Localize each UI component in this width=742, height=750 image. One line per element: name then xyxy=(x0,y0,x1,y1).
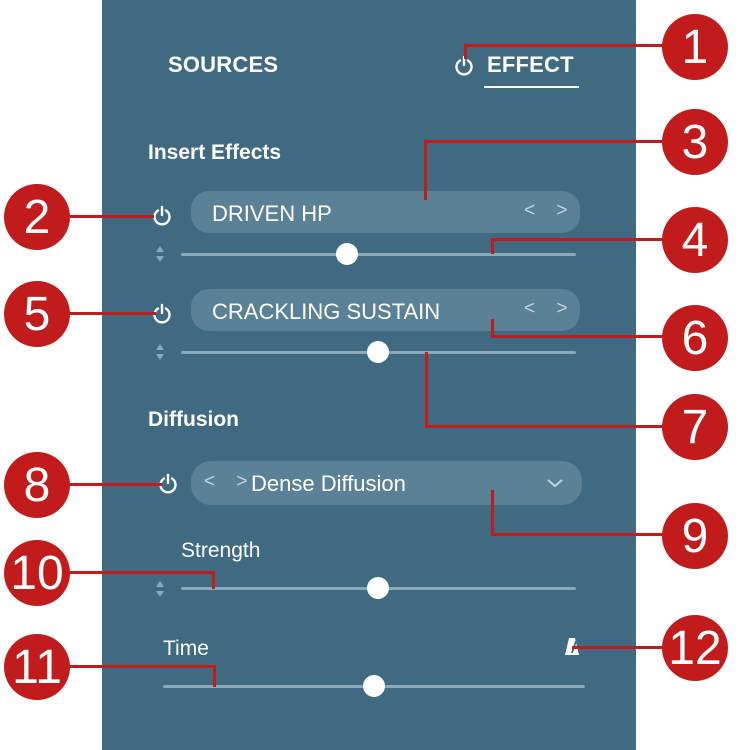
callout-1-line xyxy=(464,44,467,59)
effect-2-selector[interactable]: CRACKLING SUSTAIN < > xyxy=(191,289,580,331)
effect-2-slider-thumb[interactable] xyxy=(367,341,389,363)
callout-4-line xyxy=(491,238,494,254)
callout-4-line xyxy=(491,238,668,241)
callout-badge-7: 7 xyxy=(662,394,728,460)
callout-2-line xyxy=(68,215,154,218)
active-tab-indicator xyxy=(484,86,579,88)
effect-1-slider-track[interactable] xyxy=(181,253,576,256)
callout-6-line xyxy=(491,319,494,337)
callout-5-line xyxy=(68,312,156,315)
callout-9-line xyxy=(491,533,668,536)
up-down-icon[interactable] xyxy=(155,245,165,263)
callout-badge-12: 12 xyxy=(662,615,728,681)
callout-badge-10: 10 xyxy=(4,540,70,606)
callout-badge-11: 11 xyxy=(4,634,70,700)
callout-badge-2: 2 xyxy=(4,184,70,250)
up-down-icon[interactable] xyxy=(155,343,165,361)
callout-badge-4: 4 xyxy=(662,207,728,273)
callout-12-line xyxy=(572,646,668,649)
callout-badge-5: 5 xyxy=(4,281,70,347)
strength-slider-thumb[interactable] xyxy=(367,577,389,599)
callout-3-line xyxy=(424,140,427,200)
effect-1-slider-thumb[interactable] xyxy=(336,243,358,265)
up-down-icon[interactable] xyxy=(155,580,165,598)
callout-10-line xyxy=(68,571,215,574)
callout-8-line xyxy=(68,483,162,486)
callout-3-line xyxy=(424,140,668,143)
callout-7-line xyxy=(425,425,668,428)
time-slider-thumb[interactable] xyxy=(363,675,385,697)
strength-label: Strength xyxy=(181,539,261,562)
callout-badge-1: 1 xyxy=(662,14,728,80)
callout-badge-8: 8 xyxy=(4,452,70,518)
callout-6-line xyxy=(491,335,668,338)
callout-10-line xyxy=(212,571,215,589)
effect-1-selector[interactable]: DRIVEN HP < > xyxy=(191,191,580,233)
callout-11-line xyxy=(68,665,216,668)
callout-9-line xyxy=(491,490,494,536)
callout-badge-3: 3 xyxy=(662,109,728,175)
callout-7-line xyxy=(425,352,428,427)
effect-1-name: DRIVEN HP xyxy=(212,201,332,226)
tab-sources[interactable]: SOURCES xyxy=(168,52,279,77)
callout-1-line xyxy=(464,44,664,47)
effect-1-prev-next[interactable]: < > xyxy=(524,200,576,221)
callout-badge-6: 6 xyxy=(662,305,728,371)
diffusion-power-icon[interactable] xyxy=(157,473,179,495)
chevron-down-icon xyxy=(547,479,563,488)
callout-11-line xyxy=(213,665,216,687)
diffusion-preset-dropdown[interactable]: < > Dense Diffusion xyxy=(191,461,582,505)
effect-2-prev-next[interactable]: < > xyxy=(524,298,576,319)
diffusion-prev-next[interactable]: < > xyxy=(204,471,256,492)
callout-badge-9: 9 xyxy=(662,503,728,569)
diffusion-preset-name: Dense Diffusion xyxy=(251,471,406,496)
tab-effect[interactable]: EFFECT xyxy=(487,52,574,77)
diffusion-title: Diffusion xyxy=(148,408,239,431)
effect-panel xyxy=(102,0,636,750)
effect-1-power-icon[interactable] xyxy=(151,205,173,227)
effect-2-name: CRACKLING SUSTAIN xyxy=(212,299,441,324)
time-label: Time xyxy=(163,637,209,660)
insert-effects-title: Insert Effects xyxy=(148,141,282,164)
